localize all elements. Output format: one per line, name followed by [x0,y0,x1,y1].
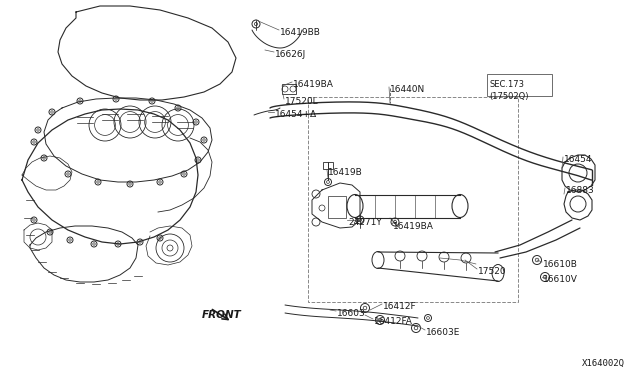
Bar [282,84,296,94]
Bar [323,162,333,169]
Text: 16603E: 16603E [426,328,460,337]
Text: SEC.173: SEC.173 [490,80,525,89]
Text: 16419BB: 16419BB [280,28,321,37]
Text: (17502Q): (17502Q) [489,92,529,101]
Text: 16610B: 16610B [543,260,578,269]
Text: 16454: 16454 [564,155,593,164]
Bar [308,97,518,302]
Text: 16412FA: 16412FA [374,317,413,326]
Text: 16603: 16603 [337,309,365,318]
Text: FRONT: FRONT [202,310,242,320]
Bar [487,74,552,96]
Text: X164002Q: X164002Q [582,359,625,368]
Text: 16626J: 16626J [275,50,307,59]
Text: 16419BA: 16419BA [393,222,434,231]
Text: 16440N: 16440N [390,85,425,94]
Text: 16419B: 16419B [328,168,363,177]
Bar [328,196,346,218]
Text: 16610V: 16610V [543,275,578,284]
Text: 24271Y: 24271Y [348,218,381,227]
Text: 17520L: 17520L [285,97,319,106]
Text: 17520: 17520 [478,267,507,276]
Text: 16412F: 16412F [383,302,417,311]
Text: 16883: 16883 [566,186,595,195]
Text: 16454+Δ: 16454+Δ [275,110,317,119]
Text: 16419BA: 16419BA [293,80,334,89]
